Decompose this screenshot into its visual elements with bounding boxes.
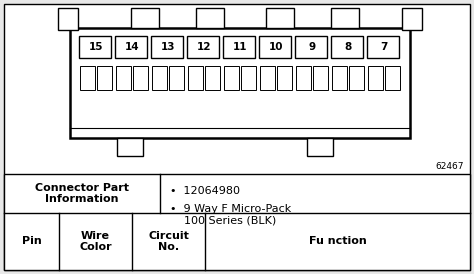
Bar — [97, 66, 112, 90]
Bar — [402, 8, 422, 30]
Bar — [151, 36, 183, 58]
Bar — [277, 66, 292, 90]
Bar — [296, 66, 311, 90]
Bar — [131, 8, 159, 28]
Bar — [241, 66, 256, 90]
Text: 10: 10 — [269, 42, 283, 52]
Text: 13: 13 — [161, 42, 175, 52]
Bar — [331, 36, 363, 58]
Bar — [58, 8, 78, 30]
Bar — [188, 66, 203, 90]
Bar — [80, 66, 95, 90]
Bar — [313, 66, 328, 90]
Bar — [196, 8, 224, 28]
Bar — [70, 28, 410, 138]
Text: Wire
Color: Wire Color — [79, 231, 112, 252]
Bar — [79, 36, 111, 58]
Bar — [205, 66, 220, 90]
Bar — [259, 36, 291, 58]
Bar — [367, 36, 399, 58]
Bar — [349, 66, 364, 90]
Bar — [115, 36, 147, 58]
Text: Circuit
No.: Circuit No. — [148, 231, 189, 252]
Bar — [224, 66, 239, 90]
Bar — [187, 36, 219, 58]
Bar — [4, 174, 470, 270]
Bar — [169, 66, 184, 90]
Text: 7: 7 — [380, 42, 388, 52]
Text: 8: 8 — [345, 42, 352, 52]
Text: Pin: Pin — [22, 236, 41, 247]
Bar — [223, 36, 255, 58]
Text: 62467: 62467 — [436, 162, 464, 171]
Bar — [368, 66, 383, 90]
Bar — [385, 66, 400, 90]
Bar — [266, 8, 294, 28]
Text: 11: 11 — [233, 42, 247, 52]
Text: 12: 12 — [197, 42, 211, 52]
Bar — [116, 66, 131, 90]
Text: 15: 15 — [89, 42, 103, 52]
Bar — [260, 66, 275, 90]
Bar — [332, 66, 347, 90]
Text: •  9 Way F Micro-Pack
    100 Series (BLK): • 9 Way F Micro-Pack 100 Series (BLK) — [170, 204, 291, 226]
Text: 14: 14 — [125, 42, 139, 52]
Bar — [295, 36, 327, 58]
Text: •  12064980: • 12064980 — [170, 186, 240, 196]
Text: Fu nction: Fu nction — [309, 236, 366, 247]
Bar — [133, 66, 148, 90]
Bar — [152, 66, 167, 90]
Text: 9: 9 — [309, 42, 316, 52]
Text: Connector Part
Information: Connector Part Information — [35, 183, 129, 204]
Bar — [307, 138, 333, 156]
Bar — [331, 8, 359, 28]
Bar — [117, 138, 143, 156]
